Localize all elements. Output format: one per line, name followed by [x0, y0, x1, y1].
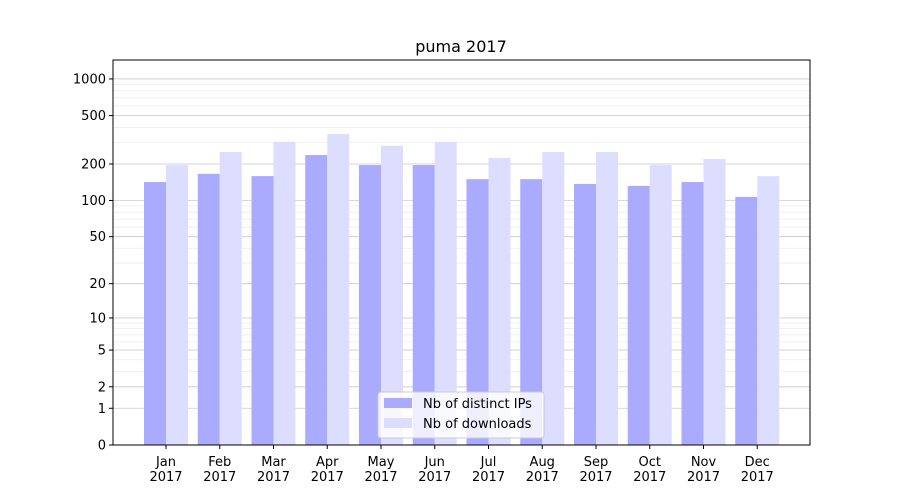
x-tick-label: Mar 2017 — [257, 455, 290, 485]
bar-downloads — [542, 152, 565, 446]
legend-label: Nb of downloads — [423, 417, 532, 432]
x-tick-label: May 2017 — [364, 455, 397, 485]
bar-downloads — [273, 141, 296, 446]
x-tick-label: Aug 2017 — [526, 455, 559, 485]
bar-downloads — [219, 152, 242, 446]
plot-frame — [112, 59, 811, 446]
x-tick-label: Jul 2017 — [472, 455, 505, 485]
bar-downloads — [488, 158, 511, 445]
bar-downloads — [703, 158, 726, 446]
y-tick-label: 500 — [81, 109, 106, 124]
x-tick-label: Nov 2017 — [687, 455, 720, 485]
bar-distinct-ips — [144, 182, 166, 445]
bar-distinct-ips — [412, 165, 435, 445]
x-tick-label: Jun 2017 — [418, 455, 451, 485]
legend: Nb of distinct IPs Nb of downloads — [377, 391, 545, 439]
legend-box — [377, 391, 545, 439]
legend-label: Nb of distinct IPs — [423, 397, 532, 412]
x-tick-label: Apr 2017 — [311, 455, 344, 485]
bar-distinct-ips — [681, 182, 704, 445]
y-tick-label: 50 — [89, 230, 106, 245]
y-tick-label: 2 — [98, 380, 106, 395]
bar-downloads — [381, 145, 403, 445]
bar-distinct-ips — [574, 183, 596, 445]
legend-swatch — [384, 398, 412, 408]
bar-distinct-ips — [359, 165, 381, 445]
bar-distinct-ips — [197, 173, 220, 445]
y-tick-label: 200 — [81, 158, 106, 173]
x-tick-label: Feb 2017 — [203, 455, 236, 485]
y-tick-label: 1000 — [73, 72, 106, 87]
chart-title: puma 2017 — [415, 37, 507, 56]
x-tick-label: Oct 2017 — [633, 455, 666, 485]
y-tick-label: 5 — [98, 344, 106, 359]
bar-distinct-ips — [735, 196, 758, 445]
bar-downloads — [434, 141, 457, 446]
y-tick-label: 1 — [98, 402, 106, 417]
bar-distinct-ips — [305, 155, 328, 445]
y-tick-label: 10 — [89, 311, 106, 326]
bar-downloads — [166, 165, 188, 445]
bar-downloads — [757, 176, 780, 446]
bar-downloads — [596, 152, 618, 446]
bar-distinct-ips — [520, 179, 543, 446]
bar-distinct-ips — [466, 179, 489, 446]
legend-swatch — [384, 418, 412, 428]
bar-distinct-ips — [627, 185, 650, 445]
bar-downloads — [327, 134, 350, 445]
y-tick-label: 100 — [81, 194, 106, 209]
y-tick-label: 0 — [98, 439, 106, 454]
bar-distinct-ips — [251, 176, 274, 446]
x-tick-label: Jan 2017 — [149, 455, 182, 485]
y-tick-label: 20 — [89, 277, 106, 292]
x-tick-label: Sep 2017 — [579, 455, 612, 485]
bar-downloads — [649, 165, 672, 445]
x-tick-label: Dec 2017 — [741, 455, 774, 485]
